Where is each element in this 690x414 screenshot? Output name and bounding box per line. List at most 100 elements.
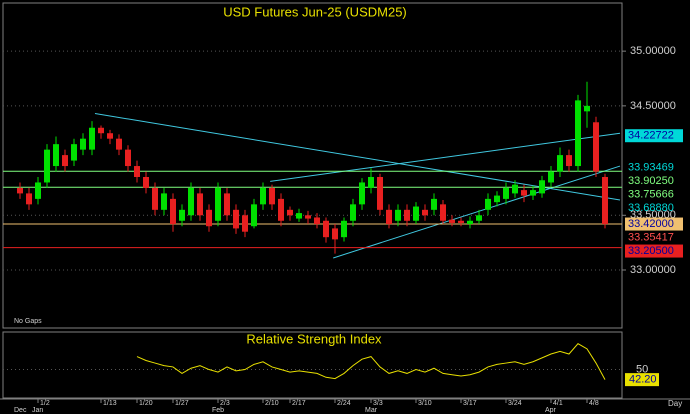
- x-tick-label: 1/13: [103, 400, 117, 407]
- candle-body: [233, 209, 239, 229]
- candle-body: [530, 190, 536, 196]
- level-label: 33.20500: [628, 245, 674, 257]
- month-label: Dec: [14, 407, 27, 414]
- candle-body: [107, 133, 113, 139]
- level-label: 33.90250: [628, 175, 674, 187]
- candle-body: [143, 176, 149, 188]
- x-tick-label: 1/2: [40, 400, 50, 407]
- candle-body: [584, 105, 590, 112]
- month-label: Mar: [365, 407, 378, 414]
- candle-body: [377, 176, 383, 210]
- candle-body: [152, 187, 158, 210]
- x-tick-label: 1/27: [175, 400, 189, 407]
- y-tick-label: 34.50000: [630, 100, 676, 112]
- candle-body: [215, 187, 221, 221]
- price-panel: [2, 2, 623, 329]
- candle-body: [251, 204, 257, 227]
- candle-body: [512, 184, 518, 194]
- candle-body: [440, 204, 446, 221]
- candle-body: [539, 180, 545, 194]
- candle-body: [566, 155, 572, 167]
- candle-body: [179, 209, 185, 221]
- level-box: [625, 217, 683, 231]
- level-label: 33.35417: [628, 231, 674, 243]
- candle-body: [350, 204, 356, 221]
- rsi-line: [136, 343, 606, 380]
- candle-body: [386, 209, 392, 225]
- candle-body: [413, 206, 419, 221]
- candle-body: [548, 171, 554, 183]
- candle-body: [170, 198, 176, 225]
- trendline: [270, 132, 621, 182]
- candle-body: [557, 155, 563, 172]
- candle-body: [44, 149, 50, 183]
- x-tick-label: 2/10: [265, 400, 279, 407]
- candle-body: [404, 209, 410, 221]
- candle-body: [53, 144, 59, 167]
- candle-body: [26, 193, 32, 205]
- candle-body: [260, 187, 266, 205]
- candle-body: [485, 198, 491, 210]
- last-value-box: [625, 373, 659, 387]
- candle-body: [197, 193, 203, 216]
- level-label: 33.93469: [628, 162, 674, 174]
- candle-body: [341, 220, 347, 238]
- x-tick-label: 3/24: [508, 400, 522, 407]
- candle-body: [467, 220, 473, 225]
- rsi-panel: [2, 331, 623, 399]
- level-label: 34.22722: [628, 130, 674, 142]
- candle-body: [80, 138, 86, 150]
- candle-body: [89, 127, 95, 150]
- x-tick-label: 2/17: [292, 400, 306, 407]
- candle-body: [269, 187, 275, 205]
- candle-body: [71, 144, 77, 161]
- candle-body: [494, 195, 500, 203]
- x-tick-label: 3/17: [463, 400, 477, 407]
- candle-body: [116, 138, 122, 150]
- trendline: [333, 165, 621, 259]
- candle-body: [476, 215, 482, 221]
- level-label: 33.68880: [628, 202, 674, 214]
- candle-body: [449, 219, 455, 223]
- candle-body: [305, 215, 311, 219]
- candle-body: [17, 187, 23, 194]
- y-tick-label: 35.00000: [630, 45, 676, 57]
- candle-body: [287, 209, 293, 216]
- candle-body: [422, 209, 428, 216]
- level-box: [625, 129, 683, 143]
- x-tick-label: 3/3: [373, 400, 383, 407]
- x-tick-label: 1/20: [139, 400, 153, 407]
- x-tick-label: 4/1: [553, 400, 563, 407]
- candle-body: [602, 176, 608, 225]
- candle-body: [368, 176, 374, 188]
- candle-body: [314, 217, 320, 225]
- candle-body: [125, 149, 131, 167]
- annotation: No Gaps: [14, 318, 42, 325]
- month-label: Jan: [32, 407, 43, 414]
- candle-body: [521, 190, 527, 196]
- rsi-title: Relative Strength Index: [246, 331, 382, 346]
- candle-body: [593, 122, 599, 172]
- x-tick-label: 3/10: [418, 400, 432, 407]
- candle-body: [242, 215, 248, 232]
- candle-body: [332, 228, 338, 240]
- chart-title: USD Futures Jun-25 (USDM25): [223, 4, 407, 19]
- candle-body: [431, 198, 437, 210]
- candle-body: [134, 166, 140, 177]
- candle-body: [224, 193, 230, 216]
- level-label: 33.75666: [628, 189, 674, 201]
- candle-body: [296, 213, 302, 219]
- x-axis-label: Day: [668, 399, 682, 408]
- candle-body: [575, 100, 581, 167]
- candle-body: [503, 187, 509, 199]
- trendline: [94, 113, 621, 201]
- x-tick-label: 2/24: [337, 400, 351, 407]
- candle-body: [395, 209, 401, 221]
- y-tick-label: 50: [636, 363, 648, 375]
- candle-body: [98, 127, 104, 134]
- candle-body: [458, 220, 464, 223]
- x-tick-label: 2/3: [220, 400, 230, 407]
- month-label: Feb: [212, 407, 224, 414]
- candle-body: [359, 182, 365, 205]
